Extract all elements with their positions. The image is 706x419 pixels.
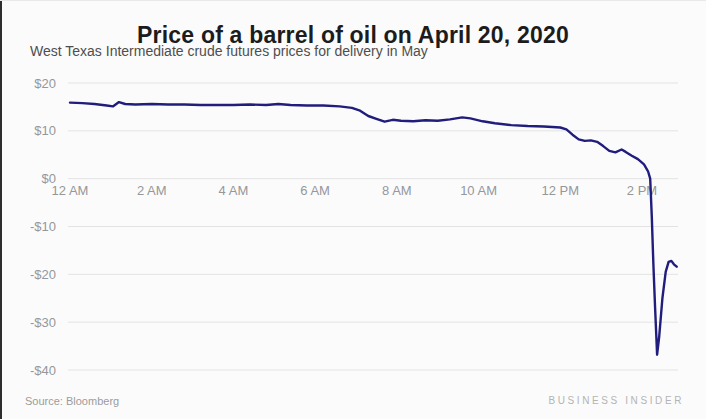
y-tick-label: -$10 (30, 219, 56, 234)
x-tick-label: 2 AM (137, 183, 167, 198)
y-tick-label: $10 (34, 123, 56, 138)
x-tick-label: 12 PM (541, 183, 579, 198)
x-tick-label: 12 AM (52, 183, 89, 198)
source-credit: Source: Bloomberg (25, 395, 119, 407)
x-tick-label: 4 AM (219, 183, 249, 198)
x-tick-label: 10 AM (460, 183, 497, 198)
brand-logo: BUSINESS INSIDER (548, 395, 684, 406)
x-tick-label: 6 AM (300, 183, 330, 198)
y-tick-label: -$40 (30, 363, 56, 378)
line-chart: $20$10$0-$10-$20-$30-$4012 AM2 AM4 AM6 A… (0, 1, 706, 419)
x-tick-label: 2 PM (627, 183, 657, 198)
x-tick-label: 8 AM (382, 183, 412, 198)
price-line (70, 102, 677, 355)
y-tick-label: -$20 (30, 267, 56, 282)
y-tick-label: $20 (34, 76, 56, 91)
y-tick-label: -$30 (30, 315, 56, 330)
chart-card: Price of a barrel of oil on April 20, 20… (0, 0, 706, 419)
